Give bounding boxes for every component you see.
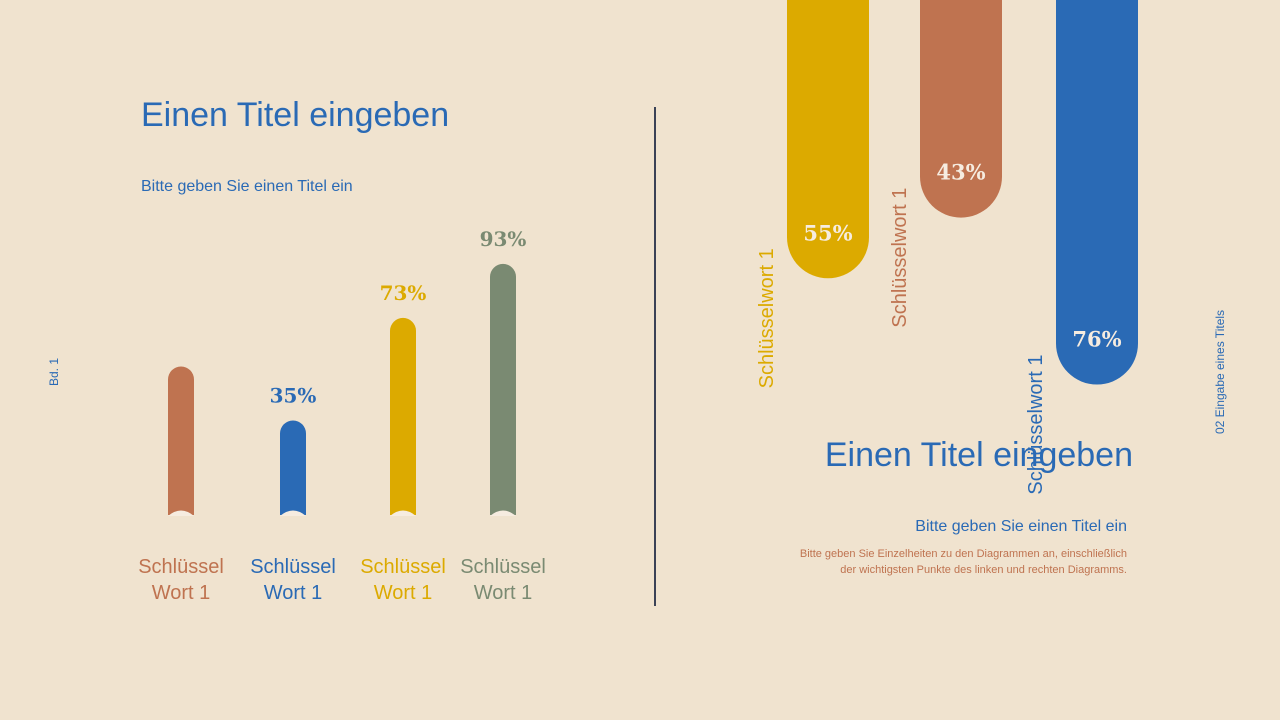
- right-subtitle: Bitte geben Sie einen Titel ein: [915, 518, 1127, 535]
- bar: [920, 0, 1002, 218]
- category-label: Schlüsselwort 1: [756, 248, 778, 388]
- right-title: Einen Titel eingeben: [824, 436, 1133, 474]
- value-label: 73%: [380, 281, 427, 305]
- value-label: 76%: [1072, 327, 1121, 352]
- value-label: 35%: [270, 384, 317, 408]
- bar-notch: [168, 510, 194, 516]
- x-tick-label: Schlüssel Wort 1: [360, 556, 446, 604]
- category-label: Schlüsselwort 1: [1025, 355, 1047, 495]
- x-tick-label: Schlüssel Wort 1: [460, 556, 546, 604]
- left-subtitle: Bitte geben Sie einen Titel ein: [141, 178, 353, 195]
- bar: [787, 0, 869, 279]
- bar: [490, 263, 516, 515]
- bar-notch: [280, 510, 306, 516]
- bar: [1056, 0, 1138, 385]
- side-label: Bd. 1: [47, 358, 61, 386]
- value-label: 55%: [803, 220, 852, 245]
- footer-label: 02 Eingabe eines Titels: [1213, 310, 1227, 434]
- bar: [280, 420, 306, 515]
- value-label: 43%: [936, 160, 985, 185]
- bar-notch: [390, 510, 416, 516]
- description-line: Bitte geben Sie Einzelheiten zu den Diag…: [799, 548, 1127, 560]
- category-label: Schlüsselwort 1: [889, 188, 911, 328]
- left-title: Einen Titel eingeben: [141, 96, 450, 134]
- x-tick-label: Schlüssel Wort 1: [138, 556, 224, 604]
- bar: [168, 366, 194, 515]
- description-line: der wichtigsten Punkte des linken und re…: [840, 564, 1127, 576]
- bar-notch: [490, 510, 516, 516]
- value-label: 93%: [480, 227, 527, 251]
- bar: [390, 317, 416, 515]
- x-tick-label: Schlüssel Wort 1: [250, 556, 336, 604]
